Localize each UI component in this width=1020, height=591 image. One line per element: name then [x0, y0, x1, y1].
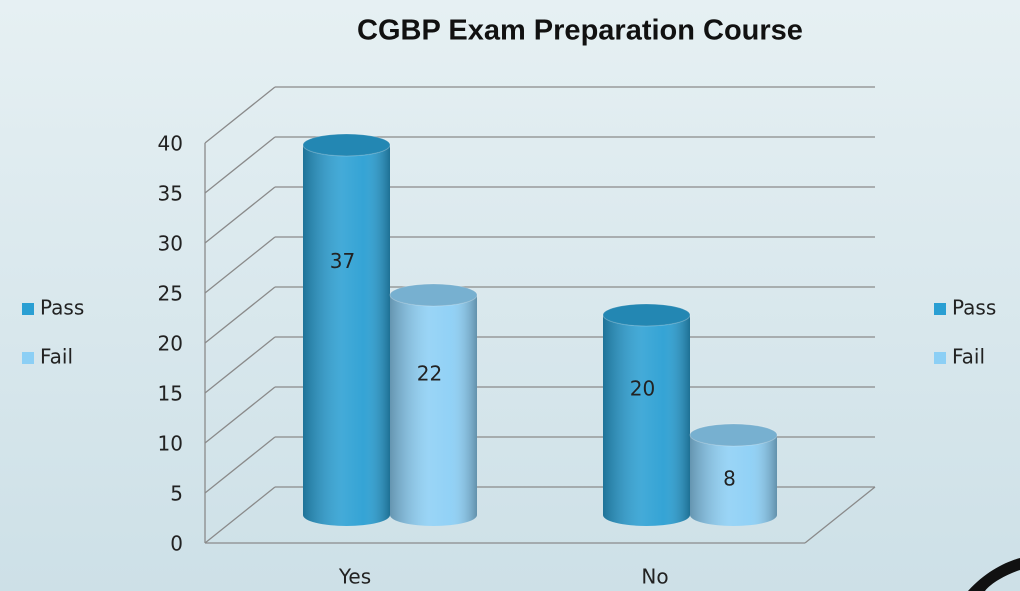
bar-shade	[690, 435, 777, 526]
bar-shade	[603, 315, 690, 526]
grid-line	[204, 136, 276, 194]
data-label: 8	[723, 467, 736, 491]
legend-label: Pass	[40, 296, 84, 320]
legend-label: Fail	[952, 345, 985, 369]
legend-swatch	[934, 352, 946, 364]
grid-line	[204, 386, 276, 444]
bar-top-shade	[690, 424, 777, 446]
data-label: 37	[330, 249, 355, 273]
data-label: 20	[630, 377, 655, 401]
y-tick-label: 0	[170, 532, 183, 556]
bar-top-shade	[390, 284, 477, 306]
bar-top-shade	[303, 134, 390, 156]
y-tick-label: 25	[158, 282, 183, 306]
legend-swatch	[934, 303, 946, 315]
data-label: 22	[417, 362, 442, 386]
y-tick-label: 40	[158, 132, 183, 156]
bar-top	[689, 423, 778, 447]
legend-label: Fail	[40, 345, 73, 369]
legend-label: Pass	[952, 296, 996, 320]
grid-line	[204, 86, 276, 144]
grid-line	[204, 336, 276, 394]
x-tick-label: No	[641, 565, 668, 589]
bar-top	[302, 133, 391, 157]
grid-line	[204, 486, 276, 544]
legend-swatch	[22, 303, 34, 315]
bar-top	[602, 303, 691, 327]
legend-swatch	[22, 352, 34, 364]
y-tick-label: 20	[158, 332, 183, 356]
axis-line	[804, 486, 876, 544]
chart-title: CGBP Exam Preparation Course	[357, 15, 803, 47]
y-tick-label: 30	[158, 232, 183, 256]
bar-top	[389, 283, 478, 307]
bar-shade	[303, 145, 390, 526]
decoration	[968, 558, 1020, 591]
y-tick-label: 35	[158, 182, 183, 206]
y-tick-label: 15	[158, 382, 183, 406]
grid-line	[204, 436, 276, 494]
grid-line	[204, 286, 276, 344]
bar-top-shade	[603, 304, 690, 326]
grid-line	[204, 236, 276, 294]
bar-shade	[390, 295, 477, 526]
grid-line	[204, 186, 276, 244]
x-tick-label: Yes	[338, 565, 371, 589]
y-tick-label: 5	[170, 482, 183, 506]
y-tick-label: 10	[158, 432, 183, 456]
